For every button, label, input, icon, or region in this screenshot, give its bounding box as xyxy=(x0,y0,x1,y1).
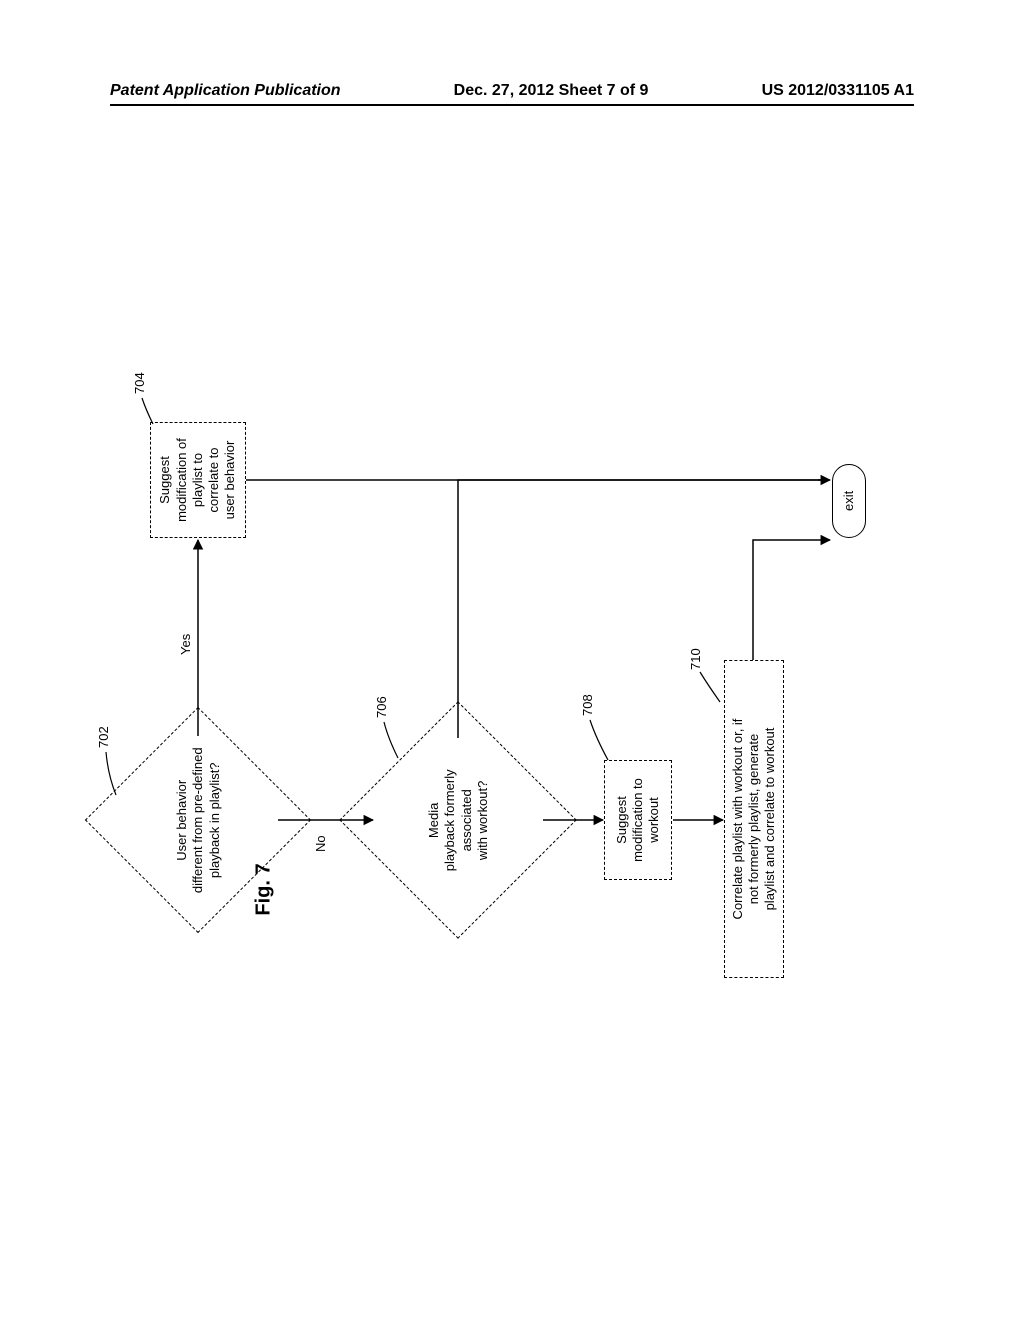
decision-706: Mediaplayback formerlyassociatedwith wor… xyxy=(339,701,577,939)
terminal-exit: exit xyxy=(832,464,866,538)
ref-702: 702 xyxy=(96,726,111,748)
process-710: Correlate playlist with workout or, ifno… xyxy=(724,660,784,978)
ref-704: 704 xyxy=(132,372,147,394)
terminal-exit-text: exit xyxy=(841,491,857,511)
figure-label: Fig. 7 xyxy=(253,863,276,915)
decision-702-text: User behaviordifferent from pre-definedp… xyxy=(174,741,223,899)
decision-706-text: Mediaplayback formerlyassociatedwith wor… xyxy=(426,737,491,903)
page-header: Patent Application Publication Dec. 27, … xyxy=(0,82,1024,100)
edge-702-yes: Yes xyxy=(178,634,193,655)
flowchart-diagram: User behaviordifferent from pre-definedp… xyxy=(118,350,918,970)
header-publication: Patent Application Publication xyxy=(110,82,341,100)
ref-708: 708 xyxy=(580,694,595,716)
header-rule xyxy=(110,104,914,106)
process-704: Suggestmodification ofplaylist tocorrela… xyxy=(150,422,246,538)
process-708-text: Suggestmodification toworkout xyxy=(614,778,663,862)
ref-706: 706 xyxy=(374,696,389,718)
ref-710: 710 xyxy=(688,648,703,670)
header-docnum: US 2012/0331105 A1 xyxy=(762,82,914,100)
edge-702-no: No xyxy=(313,835,328,852)
process-710-text: Correlate playlist with workout or, ifno… xyxy=(730,719,779,920)
decision-702: User behaviordifferent from pre-definedp… xyxy=(85,707,311,933)
header-date-sheet: Dec. 27, 2012 Sheet 7 of 9 xyxy=(454,82,649,100)
process-704-text: Suggestmodification ofplaylist tocorrela… xyxy=(157,438,238,522)
process-708: Suggestmodification toworkout xyxy=(604,760,672,880)
